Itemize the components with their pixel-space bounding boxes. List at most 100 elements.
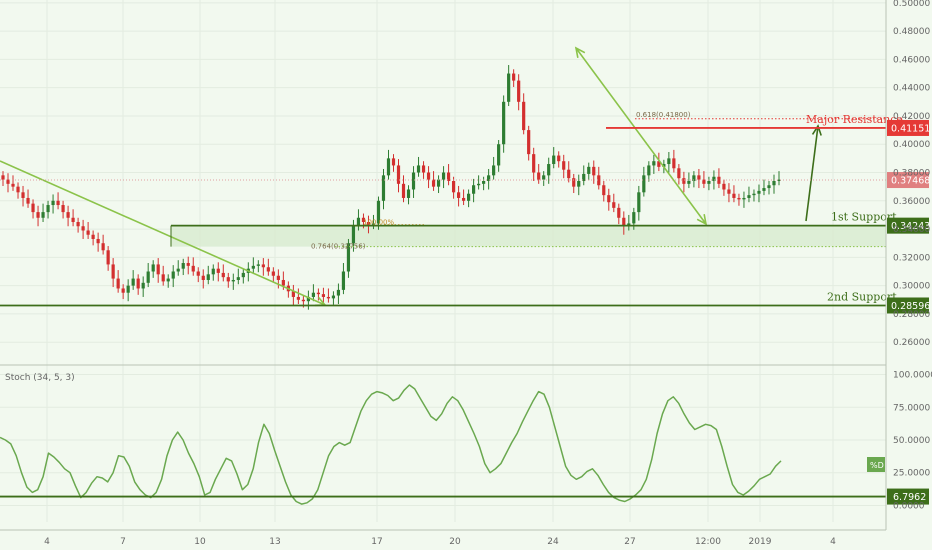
candle-body xyxy=(231,279,235,282)
candle-body xyxy=(542,175,546,180)
candle-body xyxy=(607,195,611,203)
candle-body xyxy=(446,172,451,181)
candle-body xyxy=(702,179,706,184)
candle-body xyxy=(727,189,731,194)
candle-body xyxy=(91,234,95,239)
candle-body xyxy=(612,202,616,208)
candle-body xyxy=(597,175,601,186)
candle-body xyxy=(46,205,50,213)
candle-body xyxy=(191,265,195,272)
stoch-y-tick-label: 0.0000 xyxy=(893,501,925,511)
candle-body xyxy=(527,130,531,155)
candle-body xyxy=(431,179,436,187)
candle-body xyxy=(757,190,761,194)
candle-body xyxy=(271,271,275,276)
candle-body xyxy=(56,200,60,206)
candle-body xyxy=(146,271,150,283)
downtrend-line xyxy=(0,160,326,306)
y-tick-label: 0.46000 xyxy=(893,55,930,65)
candle-body xyxy=(71,217,75,223)
level-badge: 0.28596 xyxy=(891,301,930,312)
y-tick-label: 0.38000 xyxy=(893,169,930,179)
candle-body xyxy=(136,278,140,289)
candle-body xyxy=(487,175,491,181)
candle-body xyxy=(522,101,526,131)
candle-body xyxy=(557,155,561,162)
y-tick-label: 0.32000 xyxy=(893,253,930,263)
candle-body xyxy=(747,195,751,198)
candle-body xyxy=(186,263,190,266)
stochastic-indicator: 6.7962 %D xyxy=(0,384,929,505)
support-zone-fill xyxy=(171,225,886,247)
candle-body xyxy=(587,166,591,174)
candle-body xyxy=(572,178,576,187)
level-badge-bg xyxy=(887,119,929,136)
level-badge-bg xyxy=(887,217,929,234)
candle-body xyxy=(682,178,686,184)
level-badge: 0.41151 xyxy=(891,123,930,134)
candle-body xyxy=(156,264,160,275)
candle-body xyxy=(236,277,240,280)
projection-arrowhead xyxy=(811,124,822,136)
stoch-y-tick-label: 50.0000 xyxy=(893,436,930,446)
candle-body xyxy=(687,181,691,184)
candle-body xyxy=(1,175,5,180)
candle-body xyxy=(361,217,366,223)
x-tick-label: 4 xyxy=(830,537,836,547)
candle-body xyxy=(472,185,476,194)
candle-body xyxy=(777,179,781,181)
stoch-y-tick-label: 75.0000 xyxy=(893,403,930,413)
candle-body xyxy=(356,217,361,227)
candle-body xyxy=(381,175,386,201)
candle-body xyxy=(577,181,581,187)
candle-body xyxy=(176,268,180,272)
downtrend-line-2 xyxy=(575,47,707,225)
candle-body xyxy=(567,169,571,179)
candle-body xyxy=(396,165,401,184)
candle-body xyxy=(201,275,205,280)
candle-body xyxy=(216,268,220,273)
candle-body xyxy=(622,217,626,227)
grid xyxy=(0,0,886,522)
stoch-level-badge: 6.7962 xyxy=(893,492,926,503)
level-label: 1st Support xyxy=(831,211,897,224)
level-badge-bg xyxy=(887,297,929,314)
candle-body xyxy=(416,165,421,173)
candle-body xyxy=(366,222,371,225)
candle-body xyxy=(11,183,15,187)
annotations: 0.618(0.41800) 0.764(0.32756) 100.00% Major… xyxy=(0,46,930,314)
candle-body xyxy=(376,200,381,224)
x-tick-label: 12:00 xyxy=(695,537,721,547)
candle-body xyxy=(406,189,411,198)
candle-body xyxy=(206,274,210,280)
candle-body xyxy=(106,250,110,265)
level-label: 2nd Support xyxy=(827,290,897,303)
fib-100-label: 100.00% xyxy=(363,219,394,227)
candle-body xyxy=(547,164,551,176)
candle-body xyxy=(456,192,461,198)
candle-body xyxy=(632,212,636,224)
candle-body xyxy=(41,212,45,218)
candle-body xyxy=(61,205,65,213)
candle-body xyxy=(707,181,711,184)
candle-body xyxy=(86,230,90,235)
projection-arrow xyxy=(805,125,819,222)
y-tick-label: 0.42000 xyxy=(893,112,930,122)
candle-body xyxy=(251,265,255,269)
candle-body xyxy=(221,272,225,278)
candle-body xyxy=(497,144,501,166)
candle-body xyxy=(411,172,416,190)
candle-body xyxy=(762,188,766,191)
candle-body xyxy=(441,172,446,180)
candle-body xyxy=(241,272,245,278)
y-tick-label: 0.26000 xyxy=(893,338,930,348)
candle-body xyxy=(512,73,516,81)
candle-body xyxy=(652,161,656,166)
candle-body xyxy=(281,279,285,286)
candle-body xyxy=(672,158,676,169)
candle-body xyxy=(386,158,391,176)
candle-body xyxy=(492,165,496,176)
x-tick-label: 13 xyxy=(269,537,280,547)
